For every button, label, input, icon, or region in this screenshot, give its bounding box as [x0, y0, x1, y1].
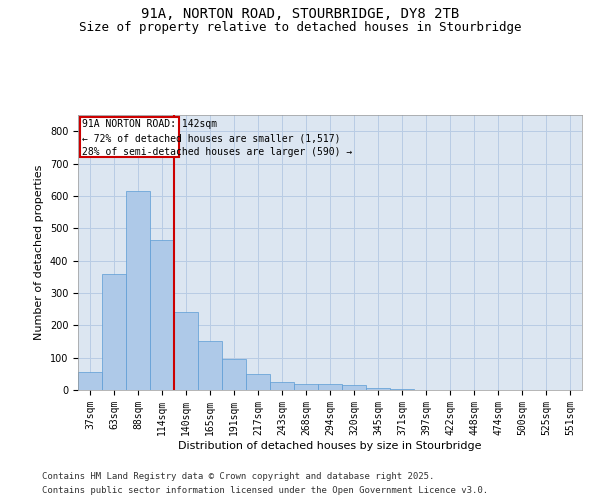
FancyBboxPatch shape: [80, 116, 179, 157]
Bar: [294, 384, 318, 390]
Bar: [198, 342, 222, 390]
Bar: [78, 372, 102, 390]
Bar: [126, 191, 150, 390]
Y-axis label: Number of detached properties: Number of detached properties: [34, 165, 44, 340]
Bar: [150, 240, 174, 390]
Bar: [102, 274, 126, 390]
Text: 91A NORTON ROAD: 142sqm
← 72% of detached houses are smaller (1,517)
28% of semi: 91A NORTON ROAD: 142sqm ← 72% of detache…: [82, 119, 353, 157]
Bar: [246, 374, 270, 390]
Text: Contains HM Land Registry data © Crown copyright and database right 2025.: Contains HM Land Registry data © Crown c…: [42, 472, 434, 481]
Bar: [222, 360, 246, 390]
Bar: [174, 312, 198, 390]
Bar: [318, 384, 342, 390]
Text: 91A, NORTON ROAD, STOURBRIDGE, DY8 2TB: 91A, NORTON ROAD, STOURBRIDGE, DY8 2TB: [141, 8, 459, 22]
X-axis label: Distribution of detached houses by size in Stourbridge: Distribution of detached houses by size …: [178, 440, 482, 450]
Text: Contains public sector information licensed under the Open Government Licence v3: Contains public sector information licen…: [42, 486, 488, 495]
Bar: [342, 385, 366, 390]
Bar: [270, 382, 294, 390]
Text: Size of property relative to detached houses in Stourbridge: Size of property relative to detached ho…: [79, 21, 521, 34]
Bar: [366, 388, 390, 390]
